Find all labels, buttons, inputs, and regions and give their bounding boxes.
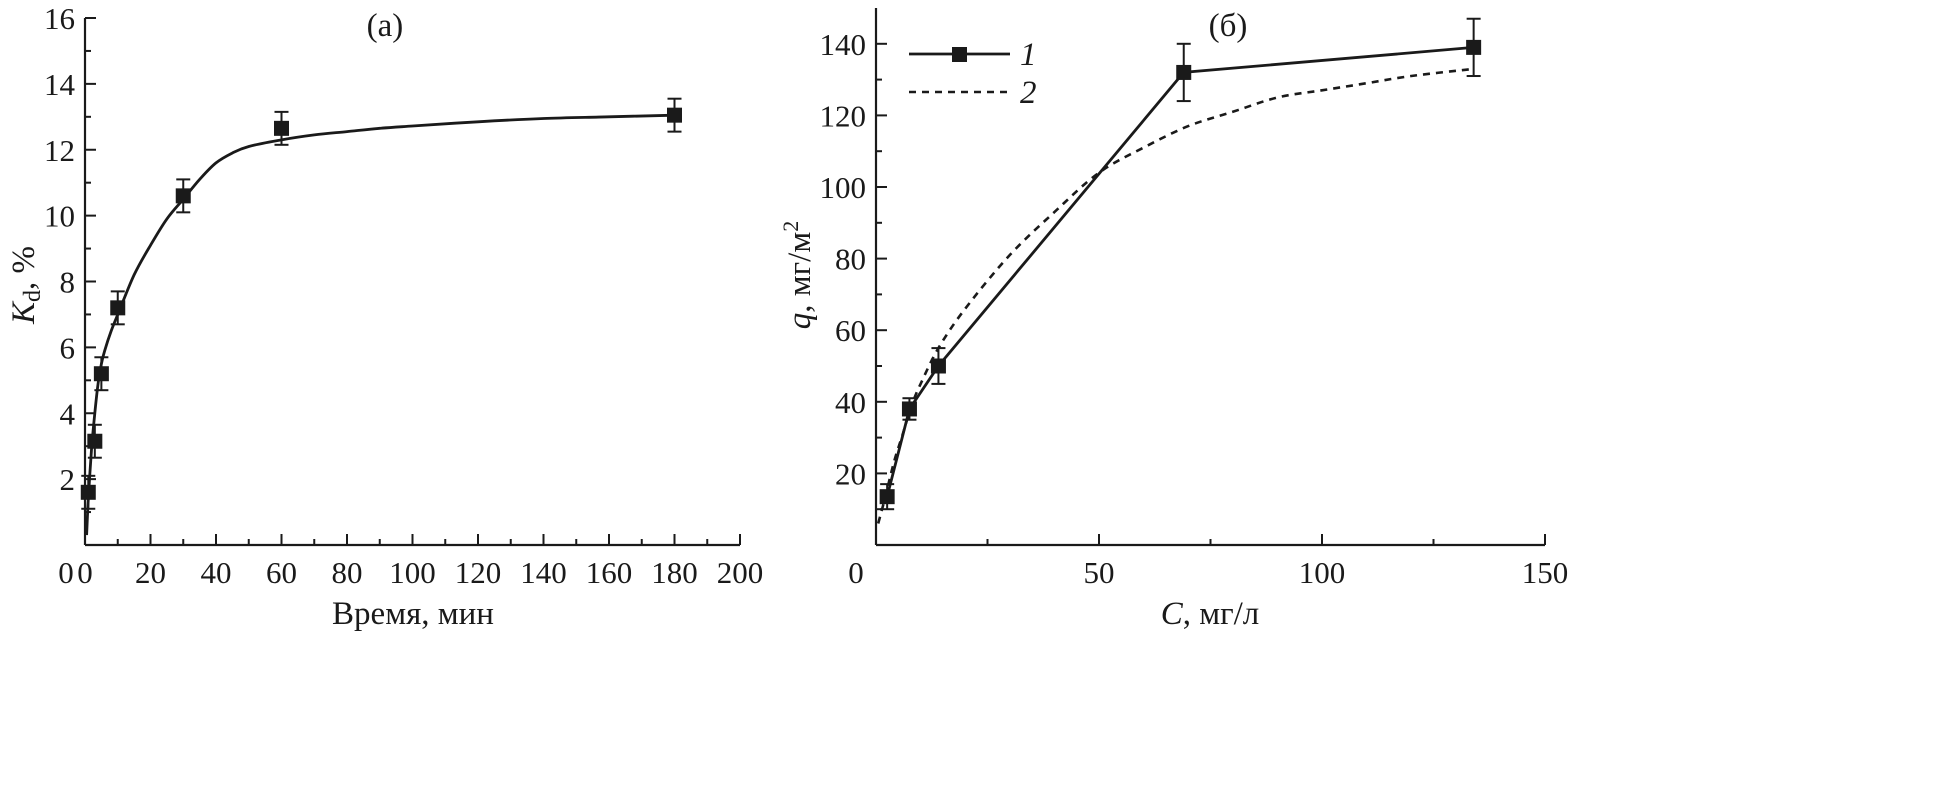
data-point-a xyxy=(274,120,289,136)
data-point-b xyxy=(930,358,946,374)
y-tick-label-b: 20 xyxy=(835,456,866,491)
y-tick-label-b: 140 xyxy=(820,27,867,62)
x-axis-title-a: Время, мин xyxy=(332,596,494,632)
data-point-b xyxy=(901,401,917,417)
series-2-dashed-line xyxy=(876,67,1474,524)
x-tick-label-a: 200 xyxy=(717,555,764,590)
panel-a-label: (а) xyxy=(367,8,404,44)
x-tick-label-a: 100 xyxy=(389,555,436,590)
y-tick-label-b: 80 xyxy=(835,242,866,277)
data-point-a xyxy=(93,366,109,382)
y-tick-label-a: 6 xyxy=(60,330,76,365)
x-tick-label-a: 160 xyxy=(586,555,633,590)
x-tick-label-a: 120 xyxy=(455,555,502,590)
y-axis-title-b-sup: 2 xyxy=(778,221,803,232)
y-axis-title-b: q, мг/м2 xyxy=(778,221,818,329)
legend-label-series-1: 1 xyxy=(1020,37,1037,73)
data-point-a xyxy=(87,433,103,449)
y-tick-label-a: 16 xyxy=(44,1,75,36)
panel-a-chart: 0 20 40 60 80 100 120 140 160 180 200 0 2 4 6 8 10 12 14 16… xyxy=(6,1,763,632)
x-tick-label-b: 50 xyxy=(1084,555,1115,590)
y-tick-label-b: 120 xyxy=(820,98,867,133)
y-axis-title-a: Kd, % xyxy=(6,246,46,325)
y-axis-title-a-suffix: , % xyxy=(6,246,42,290)
data-point-a xyxy=(667,107,682,123)
x-tick-label-b: 150 xyxy=(1522,555,1569,590)
y-tick-label-a: 2 xyxy=(60,462,76,497)
x-tick-label-b: 100 xyxy=(1299,555,1346,590)
y-tick-label-b: 60 xyxy=(835,313,866,348)
y-tick-label-a: 8 xyxy=(60,265,76,300)
legend-label-series-2: 2 xyxy=(1020,75,1037,111)
y-tick-label-a: 12 xyxy=(44,133,75,168)
y-tick-label-b: 40 xyxy=(835,385,866,420)
legend-marker-series-1 xyxy=(952,47,967,62)
x-tick-label-a: 0 xyxy=(77,555,93,590)
x-axis-title-b-main: C xyxy=(1161,596,1184,632)
series-1-line xyxy=(885,46,1474,498)
x-axis-title-b-suffix: , мг/л xyxy=(1183,596,1260,632)
x-tick-label-a: 80 xyxy=(332,555,363,590)
data-point-a xyxy=(110,300,126,316)
data-point-a xyxy=(80,484,96,500)
y-tick-label-a: 10 xyxy=(44,199,75,234)
legend: 12 xyxy=(909,37,1037,111)
x-tick-label-a: 60 xyxy=(266,555,297,590)
y-tick-label-a: 14 xyxy=(44,67,76,102)
x-tick-label-a: 20 xyxy=(135,555,166,590)
y-axis-title-b-main: q xyxy=(782,313,818,330)
y-axis-title-a-main: K xyxy=(6,300,42,325)
data-point-b xyxy=(1466,39,1482,55)
panel-b-label: (б) xyxy=(1209,8,1248,44)
data-point-b xyxy=(879,489,895,505)
x-tick-label-a: 180 xyxy=(651,555,698,590)
fit-curve-a xyxy=(85,113,675,536)
x-origin-label-a: 0 xyxy=(58,555,74,590)
x-tick-label-a: 40 xyxy=(201,555,232,590)
panel-b-chart: 50 100 150 0 20 40 60 80 100 120 140 (б) C, мг/л q… xyxy=(778,8,1568,632)
x-axis-title-b: C, мг/л xyxy=(1161,596,1260,632)
data-point-a xyxy=(175,188,191,204)
y-tick-label-a: 4 xyxy=(60,396,76,431)
y-axis-title-a-sub: d xyxy=(20,290,46,302)
data-point-b xyxy=(1176,64,1192,80)
x-origin-label-b: 0 xyxy=(848,555,864,590)
y-axis-title-b-suffix: , мг/м xyxy=(782,232,818,313)
y-tick-label-b: 100 xyxy=(820,170,867,205)
x-tick-label-a: 140 xyxy=(520,555,567,590)
